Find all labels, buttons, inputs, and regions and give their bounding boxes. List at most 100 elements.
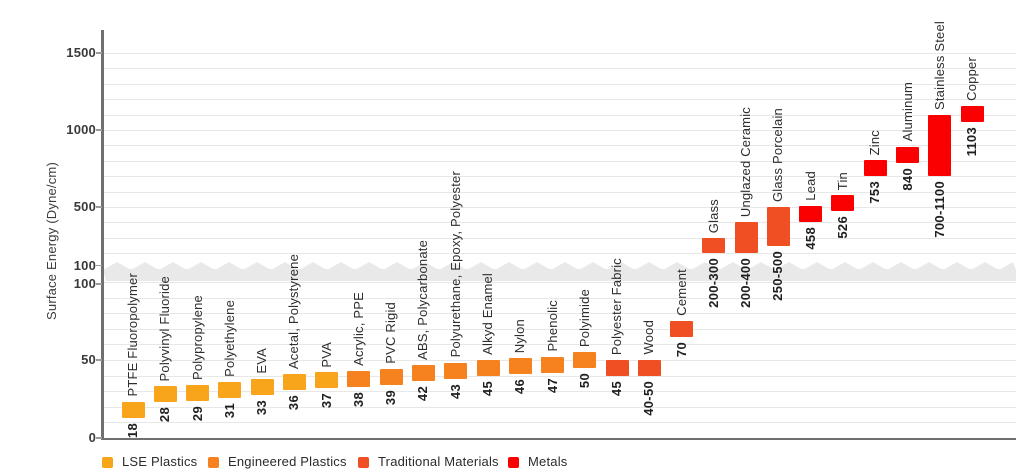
y-tick-mark — [96, 129, 102, 131]
value-label-phenolic: 47 — [544, 377, 560, 393]
gridline — [103, 176, 1016, 178]
bar-polypropylene — [186, 384, 209, 401]
bar-glass — [702, 237, 726, 254]
gridline — [103, 160, 1016, 162]
bar-acrylic-ppe — [347, 370, 371, 387]
legend-label-metals: Metals — [528, 454, 568, 469]
bar-copper — [960, 106, 984, 123]
y-tick-mark — [96, 359, 102, 361]
material-label-lead: Lead — [802, 170, 818, 201]
value-label-polyurethane-epoxy-polyester: 43 — [447, 383, 463, 399]
axis-break-band — [103, 262, 1016, 281]
material-label-nylon: Nylon — [512, 318, 528, 354]
gridline — [103, 282, 1016, 283]
value-label-acetal-polystyrene: 36 — [286, 394, 302, 410]
value-label-alkyd-enamel: 45 — [480, 380, 496, 396]
y-tick-label-1500: 1500 — [66, 45, 96, 60]
gridline — [103, 222, 1016, 224]
value-label-copper: 1103 — [964, 127, 980, 157]
value-label-glass-porcelain: 250-500 — [770, 250, 786, 301]
bar-pvc-rigid — [379, 369, 403, 386]
bar-cement — [670, 320, 694, 337]
value-label-ptfe-fluoropolymer: 18 — [125, 422, 141, 438]
material-label-pvc-rigid: PVC Rigid — [383, 302, 399, 365]
gridline — [103, 297, 1016, 299]
legend-item-metals: Metals — [508, 455, 568, 469]
gridline — [103, 422, 1016, 424]
value-label-nylon: 46 — [512, 379, 528, 395]
value-label-polyethylene: 31 — [221, 402, 237, 418]
material-label-eva: EVA — [254, 347, 270, 374]
value-label-eva: 33 — [254, 399, 270, 415]
gridline — [103, 191, 1016, 193]
material-label-polyester-fabric: Polyester Fabric — [609, 257, 625, 355]
gridline — [103, 83, 1016, 85]
material-label-glass: Glass — [706, 198, 722, 233]
legend-label-traditional-materials: Traditional Materials — [378, 454, 499, 469]
material-label-acrylic-ppe: Acrylic, PPE — [351, 291, 367, 366]
bar-nylon — [508, 358, 532, 375]
material-label-wood: Wood — [641, 320, 657, 355]
y-tick-label-1000: 1000 — [66, 122, 96, 137]
y-tick-label-50: 50 — [81, 352, 96, 367]
gridline — [103, 68, 1016, 70]
value-label-aluminum: 840 — [899, 167, 915, 191]
y-tick-mark — [96, 283, 102, 285]
bar-polyethylene — [218, 381, 242, 398]
material-label-aluminum: Aluminum — [899, 82, 915, 142]
y-axis-line — [101, 30, 104, 440]
y-tick-label-100: 100 — [73, 257, 96, 273]
bar-polyester-fabric — [605, 359, 629, 376]
gridline — [103, 207, 1016, 208]
bar-aluminum — [896, 146, 919, 163]
gridline — [103, 253, 1016, 255]
value-label-acrylic-ppe: 38 — [351, 391, 367, 407]
y-tick-mark — [96, 206, 102, 208]
material-label-cement: Cement — [673, 269, 689, 316]
bar-abs-polycarbonate — [411, 364, 435, 381]
value-label-cement: 70 — [673, 341, 689, 357]
material-label-phenolic: Phenolic — [544, 300, 560, 352]
material-label-acetal-polystyrene: Acetal, Polystyrene — [286, 253, 302, 369]
legend-item-lse-plastics: LSE Plastics — [102, 455, 197, 469]
bar-polyvinyl-fluoride — [153, 386, 177, 403]
material-label-tin: Tin — [835, 171, 851, 190]
value-label-glass: 200-300 — [706, 258, 722, 308]
value-label-unglazed-ceramic: 200-400 — [738, 258, 754, 308]
legend-swatch-traditional-materials — [358, 456, 369, 468]
gridline — [103, 328, 1016, 330]
bar-alkyd-enamel — [476, 359, 500, 376]
legend-item-engineered-plastics: Engineered Plastics — [208, 455, 347, 469]
material-label-polyethylene: Polyethylene — [221, 299, 237, 377]
y-axis-title: Surface Energy (Dyne/cm) — [44, 162, 59, 320]
material-label-copper: Copper — [964, 57, 980, 102]
value-label-abs-polycarbonate: 42 — [415, 385, 431, 401]
bar-lead — [799, 205, 823, 222]
value-label-polyimide: 50 — [576, 373, 592, 389]
material-label-zinc: Zinc — [867, 129, 883, 155]
bar-acetal-polystyrene — [282, 373, 306, 390]
y-tick-label-0: 0 — [88, 430, 96, 445]
bar-tin — [831, 195, 855, 211]
value-label-polyester-fabric: 45 — [609, 380, 625, 396]
gridline — [103, 391, 1016, 393]
material-label-pva: PVA — [318, 341, 334, 368]
value-label-polyvinyl-fluoride: 28 — [157, 407, 173, 423]
bar-phenolic — [541, 356, 564, 373]
bar-eva — [250, 378, 274, 395]
gridline — [103, 375, 1016, 377]
bar-glass-porcelain — [766, 207, 790, 246]
value-label-stainless-steel: 700-1100 — [931, 181, 947, 238]
bar-zinc — [863, 160, 887, 176]
gridline — [103, 114, 1016, 116]
bar-polyimide — [573, 352, 597, 368]
gridline — [103, 53, 1016, 54]
y-tick-mark — [96, 52, 102, 54]
bar-stainless-steel — [928, 114, 952, 177]
value-label-tin: 526 — [835, 216, 851, 239]
y-tick-label-100: 100 — [73, 276, 96, 291]
y-tick-mark — [96, 437, 102, 439]
gridline — [103, 237, 1016, 239]
legend-item-traditional-materials: Traditional Materials — [358, 455, 499, 469]
